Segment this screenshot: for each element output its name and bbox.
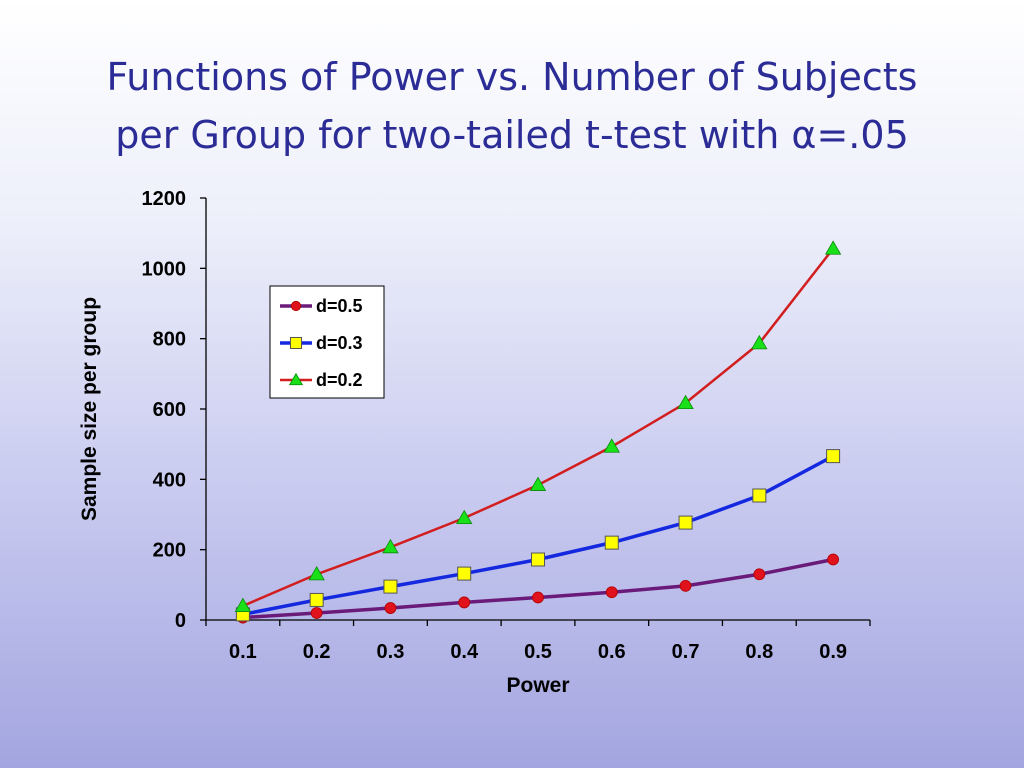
data-point xyxy=(458,596,471,609)
x-tick-label: 0.4 xyxy=(450,641,479,663)
legend-label: d=0.2 xyxy=(316,370,363,390)
data-point xyxy=(456,509,473,525)
y-tick-label: 400 xyxy=(153,469,186,491)
legend-swatch-marker xyxy=(289,336,303,350)
data-point xyxy=(604,535,619,550)
chart-legend: d=0.5 d=0.3 d=0.2 xyxy=(269,285,385,399)
slide-title-line-1: Functions of Power vs. Number of Subject… xyxy=(106,55,918,99)
data-point xyxy=(529,476,547,491)
data-point xyxy=(310,607,323,619)
data-point xyxy=(677,394,694,410)
data-point xyxy=(751,334,768,350)
data-point xyxy=(752,488,767,503)
data-point xyxy=(827,553,840,566)
y-tick-label: 0 xyxy=(175,610,186,632)
data-point xyxy=(531,552,545,567)
x-tick-label: 0.8 xyxy=(745,641,773,663)
data-point xyxy=(234,597,252,612)
data-point xyxy=(532,591,544,604)
data-point xyxy=(383,579,398,594)
x-tick-label: 0.3 xyxy=(377,641,405,663)
y-axis-title: Sample size per group xyxy=(78,297,101,521)
slide-title-line-2: per Group for two-tailed t-test with α=.… xyxy=(115,113,909,157)
data-point xyxy=(826,449,841,464)
y-tick-label: 800 xyxy=(153,329,186,351)
x-tick-label: 0.6 xyxy=(598,641,626,663)
slide-title: Functions of Power vs. Number of Subject… xyxy=(0,48,1024,164)
y-tick-label: 1200 xyxy=(142,188,187,210)
legend-label: d=0.3 xyxy=(316,333,363,353)
y-tick-label: 200 xyxy=(153,540,186,562)
legend-item: d=0.5 xyxy=(280,296,363,316)
x-tick-label: 0.1 xyxy=(229,641,257,663)
legend-swatch-marker xyxy=(290,300,302,312)
chart-axes: 0 200 400 600 800 1000 1200 0.1 0.2 0.3 0.4 0.5 0.6 0… xyxy=(78,188,871,697)
x-tick-label: 0.2 xyxy=(303,641,331,663)
x-tick-label: 0.9 xyxy=(819,641,847,663)
data-point xyxy=(457,566,472,581)
data-point xyxy=(753,568,766,581)
x-tick-label: 0.5 xyxy=(524,641,552,663)
series-d-0-5 xyxy=(236,553,840,624)
legend-swatch-marker xyxy=(288,372,304,386)
legend-item: d=0.2 xyxy=(280,370,363,390)
series-d-0-3 xyxy=(235,449,841,622)
data-point xyxy=(309,592,324,607)
legend-label: d=0.5 xyxy=(316,296,363,316)
x-axis-title: Power xyxy=(506,674,569,697)
data-point xyxy=(308,565,325,581)
y-tick-label: 600 xyxy=(153,399,186,421)
data-point xyxy=(603,438,620,453)
data-point xyxy=(824,240,842,255)
legend-item: d=0.3 xyxy=(280,333,363,353)
series-d-0-2 xyxy=(234,240,842,612)
data-point xyxy=(384,602,397,614)
data-point xyxy=(605,586,618,599)
chart-series xyxy=(234,240,842,624)
x-tick-label: 0.7 xyxy=(672,641,700,663)
data-point xyxy=(678,515,693,530)
y-tick-label: 1000 xyxy=(142,258,187,280)
data-point xyxy=(679,579,692,592)
data-point xyxy=(382,538,399,554)
